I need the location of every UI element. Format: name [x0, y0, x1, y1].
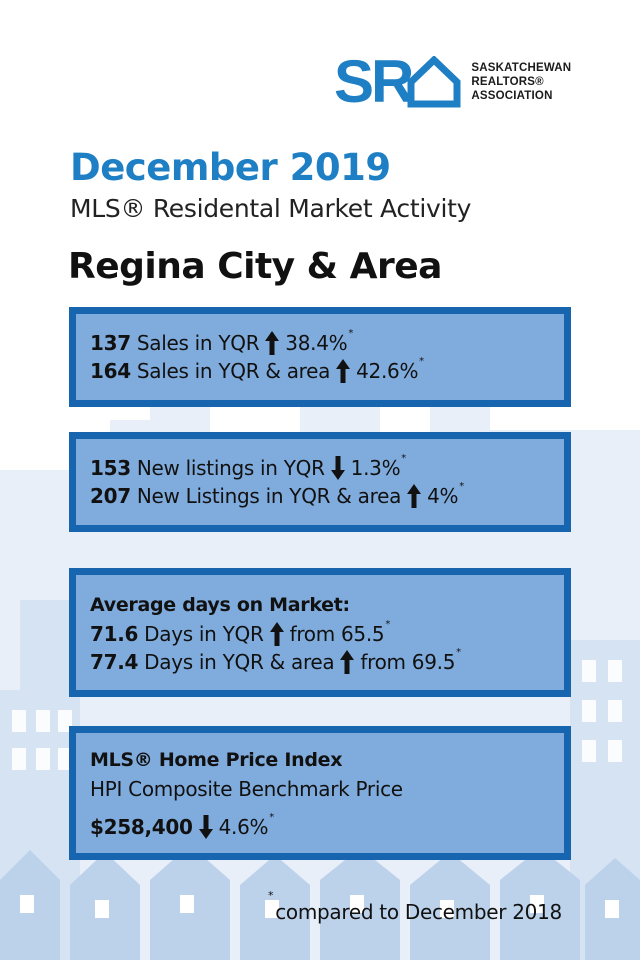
footnote: *compared to December 2018: [268, 889, 562, 924]
listings-row-yqr: 153 New listings in YQR 1.3% *: [90, 453, 550, 482]
stat-number: 137: [90, 331, 131, 355]
stat-number: 153: [90, 456, 131, 480]
house-icon: [407, 56, 461, 108]
arrow-down-icon: [330, 456, 345, 480]
logo-mark: SR: [334, 52, 461, 112]
asterisk-mark: *: [269, 812, 274, 823]
sra-logo: SR SASKATCHEWAN REALTORS® ASSOCIATION: [334, 52, 571, 112]
stat-number: 164: [90, 359, 131, 383]
asterisk-mark: *: [385, 618, 391, 630]
stat-change: 4%: [427, 484, 459, 508]
hpi-heading: MLS® Home Price Index: [90, 749, 343, 771]
days-row-yqr: 71.6 Days in YQR from 65.5 *: [90, 619, 550, 648]
page-subtitle: MLS® Residental Market Activity: [70, 194, 472, 223]
stat-number: 77.4: [90, 649, 139, 674]
stat-label: New Listings in YQR & area: [136, 484, 402, 508]
hpi-subheading: HPI Composite Benchmark Price: [90, 777, 403, 801]
logo-line-1: SASKATCHEWAN: [471, 62, 572, 74]
stat-change: from 69.5: [360, 649, 456, 674]
arrow-up-icon: [265, 331, 280, 355]
stat-change: 42.6%: [356, 359, 419, 383]
arrow-up-icon: [269, 621, 284, 646]
arrow-up-icon: [407, 484, 422, 508]
logo-wordmark: SASKATCHEWAN REALTORS® ASSOCIATION: [471, 61, 571, 103]
stat-label: Sales in YQR & area: [136, 359, 331, 383]
listings-card: 153 New listings in YQR 1.3% * 207 New Li…: [69, 432, 571, 532]
logo-line-3: ASSOCIATION: [471, 90, 553, 102]
logo-line-2: REALTORS®: [471, 76, 544, 88]
days-heading: Average days on Market:: [90, 593, 350, 616]
asterisk-mark: *: [419, 356, 424, 367]
page-title: December 2019: [70, 146, 391, 189]
asterisk-mark: *: [456, 646, 461, 658]
arrow-down-icon: [198, 815, 213, 839]
days-row-area: 77.4 Days in YQR & area from 69.5 *: [90, 647, 550, 676]
hpi-row: $258,400 4.6% *: [90, 812, 550, 841]
sales-row-area: 164 Sales in YQR & area 42.6% *: [90, 356, 550, 385]
stat-number: 207: [90, 484, 131, 508]
arrow-up-icon: [336, 359, 351, 383]
sales-row-yqr: 137 Sales in YQR 38.4% *: [90, 328, 550, 357]
sales-card: 137 Sales in YQR 38.4% * 164 Sales in YQR…: [69, 307, 571, 407]
stat-label: Days in YQR & area: [144, 649, 335, 674]
arrow-up-icon: [340, 649, 355, 674]
footnote-asterisk: *: [268, 889, 274, 903]
hpi-card: MLS® Home Price Index HPI Composite Benc…: [69, 726, 571, 860]
benchmark-price: $258,400: [90, 815, 193, 839]
days-on-market-card: Average days on Market: 71.6 Days in YQR…: [69, 568, 571, 697]
stat-label: Days in YQR: [144, 621, 264, 646]
stat-label: Sales in YQR: [136, 331, 260, 355]
region-heading: Regina City & Area: [68, 246, 442, 287]
stat-change: from 65.5: [289, 621, 385, 646]
asterisk-mark: *: [401, 453, 406, 464]
asterisk-mark: *: [348, 328, 354, 339]
stat-change: 38.4%: [285, 331, 348, 355]
stat-number: 71.6: [90, 621, 139, 646]
footnote-text: compared to December 2018: [275, 900, 562, 924]
stat-label: New listings in YQR: [136, 456, 325, 480]
stat-change: 4.6%: [218, 815, 269, 839]
listings-row-area: 207 New Listings in YQR & area 4% *: [90, 481, 550, 510]
logo-letters: SR: [334, 48, 414, 115]
stat-change: 1.3%: [350, 456, 401, 480]
asterisk-mark: *: [459, 481, 464, 492]
